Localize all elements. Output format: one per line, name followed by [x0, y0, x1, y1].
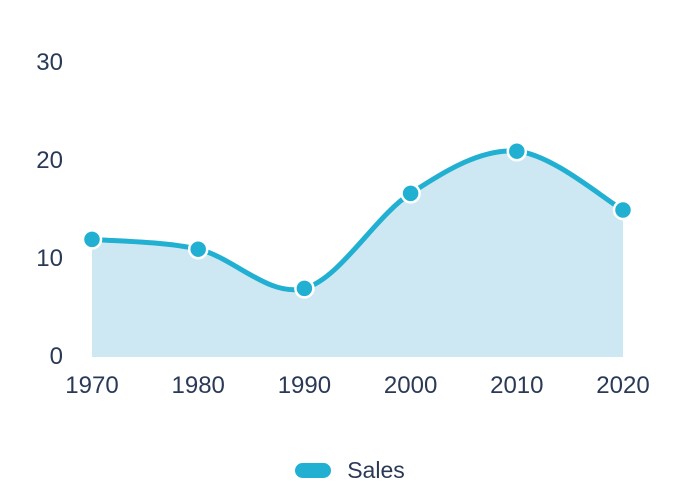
data-point-2020[interactable] — [612, 199, 634, 221]
area-fill — [92, 150, 623, 357]
legend-color-pill — [295, 462, 332, 478]
x-axis-tick-label: 1980 — [171, 372, 225, 399]
x-axis-tick-label: 1970 — [65, 372, 119, 399]
x-axis-tick-label: 2000 — [383, 372, 438, 399]
legend-item-sales[interactable]: Sales — [295, 455, 405, 485]
y-axis-tick-label: 10 — [36, 245, 63, 272]
data-point-2000[interactable] — [400, 183, 421, 204]
data-point-1980[interactable] — [187, 238, 209, 260]
x-axis-tick-label: 1990 — [277, 372, 332, 399]
data-point-1970[interactable] — [81, 229, 103, 250]
y-axis-tick-label: 0 — [49, 343, 63, 370]
legend-label: Sales — [347, 457, 405, 483]
legend: Sales — [0, 454, 700, 486]
x-axis-tick-label: 2020 — [596, 372, 650, 399]
x-axis-tick-label: 2010 — [490, 372, 544, 399]
y-axis-tick-label: 30 — [36, 49, 63, 76]
data-point-2010[interactable] — [506, 140, 528, 162]
y-axis-tick-label: 20 — [36, 147, 63, 174]
data-point-1990[interactable] — [294, 278, 315, 299]
